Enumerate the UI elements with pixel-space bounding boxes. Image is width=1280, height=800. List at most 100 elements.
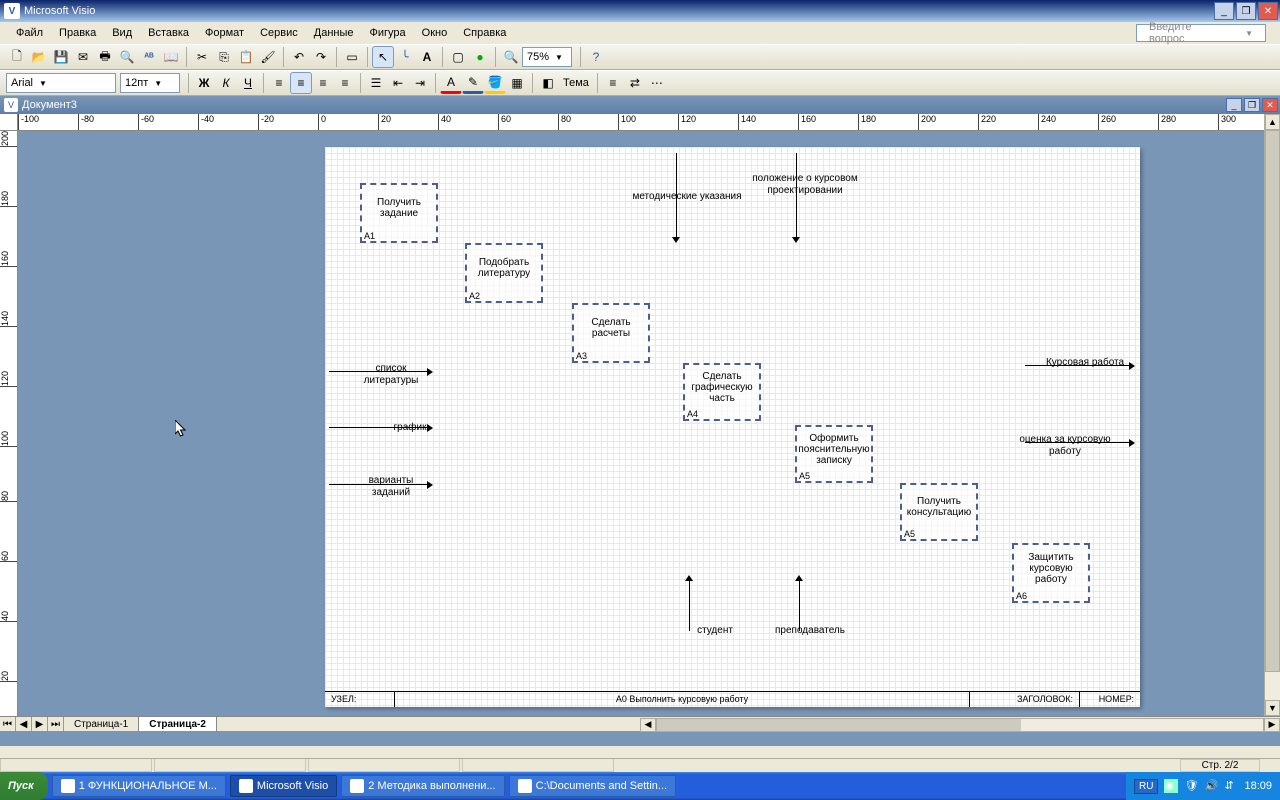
idef-activity-box[interactable]: Получить консультациюA5 <box>900 483 978 541</box>
doc-restore-button[interactable]: ❐ <box>1244 98 1260 112</box>
scroll-up-icon[interactable]: ▲ <box>1265 114 1280 130</box>
ask-question-box[interactable]: Введите вопрос ▼ <box>1136 24 1266 42</box>
idef-activity-box[interactable]: Подобрать литературуA2 <box>465 243 543 303</box>
doc-min-button[interactable]: _ <box>1226 98 1242 112</box>
horizontal-scrollbar[interactable]: ◀ ▶ <box>640 717 1280 732</box>
save-icon[interactable]: 💾 <box>50 46 72 68</box>
page-tab[interactable]: Страница-2 <box>139 717 217 731</box>
menu-window[interactable]: Окно <box>414 25 456 41</box>
taskbar-item[interactable]: C:\Documents and Settin... <box>509 775 676 797</box>
tab-prev-icon[interactable]: ◀ <box>16 717 32 731</box>
rectangle-icon[interactable]: ▢ <box>447 46 469 68</box>
fontsize-combo[interactable]: 12пт▼ <box>120 73 180 93</box>
language-indicator[interactable]: RU <box>1134 779 1158 794</box>
clock[interactable]: 18:09 <box>1244 780 1272 792</box>
hscroll-thumb[interactable] <box>657 719 1021 731</box>
shapes-icon[interactable]: ▭ <box>341 46 363 68</box>
start-button[interactable]: Пуск <box>0 772 48 800</box>
menu-help[interactable]: Справка <box>455 25 514 41</box>
close-button[interactable]: ✕ <box>1258 2 1278 20</box>
justify-icon[interactable]: ≡ <box>334 72 356 94</box>
outdent-icon[interactable]: ⇤ <box>387 72 409 94</box>
paste-icon[interactable]: 📋 <box>235 46 257 68</box>
cut-icon[interactable]: ✂ <box>191 46 213 68</box>
taskbar-item[interactable]: 2 Методика выполнени... <box>341 775 504 797</box>
print-icon[interactable]: 🖶 <box>94 46 116 68</box>
drawing-page[interactable]: УЗЕЛ: А0 Выполнить курсовую работу ЗАГОЛ… <box>325 147 1140 707</box>
text-tool-icon[interactable]: A <box>416 46 438 68</box>
mail-icon[interactable]: ✉ <box>72 46 94 68</box>
undo-icon[interactable]: ↶ <box>288 46 310 68</box>
scroll-down-icon[interactable]: ▼ <box>1265 700 1280 716</box>
font-combo[interactable]: Arial▼ <box>6 73 116 93</box>
doc-close-button[interactable]: ✕ <box>1262 98 1278 112</box>
line-end-icon[interactable]: ⇄ <box>624 72 646 94</box>
tray-volume-icon[interactable]: 🔊 <box>1204 779 1218 793</box>
align-center-icon[interactable]: ≡ <box>290 72 312 94</box>
format-painter-icon[interactable]: 🖌 <box>257 46 279 68</box>
zoom-icon[interactable]: 🔍 <box>500 46 522 68</box>
maximize-button[interactable]: ❐ <box>1236 2 1256 20</box>
arrow-head-icon <box>1129 362 1135 370</box>
minimize-button[interactable]: _ <box>1214 2 1234 20</box>
fill-color-icon[interactable]: 🪣 <box>484 72 506 94</box>
taskbar-item[interactable]: 1 ФУНКЦИОНАЛЬНОЕ М... <box>52 775 226 797</box>
bold-icon[interactable]: Ж <box>193 72 215 94</box>
align-left-icon[interactable]: ≡ <box>268 72 290 94</box>
align-right-icon[interactable]: ≡ <box>312 72 334 94</box>
help-icon[interactable]: ? <box>585 46 607 68</box>
tab-next-icon[interactable]: ▶ <box>32 717 48 731</box>
pointer-icon[interactable]: ↖ <box>372 46 394 68</box>
line-color-icon[interactable]: ✎ <box>462 72 484 94</box>
canvas[interactable]: -100-80-60-40-20020406080100120140160180… <box>0 114 1264 716</box>
menu-view[interactable]: Вид <box>104 25 140 41</box>
open-icon[interactable]: 📂 <box>28 46 50 68</box>
scroll-thumb[interactable] <box>1265 130 1280 672</box>
preview-icon[interactable]: 🔍 <box>116 46 138 68</box>
tab-last-icon[interactable]: ⏭ <box>48 717 64 731</box>
line-pattern-icon[interactable]: ⋯ <box>646 72 668 94</box>
shadow-icon[interactable]: ▦ <box>506 72 528 94</box>
menu-edit[interactable]: Правка <box>51 25 104 41</box>
research-icon[interactable]: 📖 <box>160 46 182 68</box>
tab-first-icon[interactable]: ⏮ <box>0 717 16 731</box>
taskbar-item[interactable]: Microsoft Visio <box>230 775 337 797</box>
tray-network-icon[interactable]: ◉ <box>1164 779 1178 793</box>
menu-file[interactable]: Файл <box>8 25 51 41</box>
menu-tools[interactable]: Сервис <box>252 25 306 41</box>
menu-shape[interactable]: Фигура <box>362 25 414 41</box>
tray-usb-icon[interactable]: ⇵ <box>1224 779 1238 793</box>
page-tab[interactable]: Страница-1 <box>64 717 139 731</box>
line-style-icon[interactable]: ≡ <box>602 72 624 94</box>
redo-icon[interactable]: ↷ <box>310 46 332 68</box>
idef-activity-box[interactable]: Сделать расчетыA3 <box>572 303 650 363</box>
idef-activity-box[interactable]: Защитить курсовую работуA6 <box>1012 543 1090 603</box>
underline-icon[interactable]: Ч <box>237 72 259 94</box>
document-area: V Документ3 _ ❐ ✕ -100-80-60-40-20020406… <box>0 96 1280 746</box>
italic-icon[interactable]: К <box>215 72 237 94</box>
scroll-left-icon[interactable]: ◀ <box>640 718 656 732</box>
theme-icon[interactable]: ◧ <box>537 72 559 94</box>
zoom-combo[interactable]: 75%▼ <box>522 47 572 67</box>
bullets-icon[interactable]: ☰ <box>365 72 387 94</box>
spell-icon[interactable]: ᴬᴮ <box>138 46 160 68</box>
connector-icon[interactable]: ╰ <box>394 46 416 68</box>
theme-label[interactable]: Тема <box>559 77 593 89</box>
vertical-scrollbar[interactable]: ▲ ▼ <box>1264 114 1280 716</box>
menu-insert[interactable]: Вставка <box>140 25 197 41</box>
indent-icon[interactable]: ⇥ <box>409 72 431 94</box>
zoom-value: 75% <box>527 51 549 63</box>
idef-activity-box[interactable]: Получить заданиеA1 <box>360 183 438 243</box>
resize-grip-icon[interactable] <box>1260 759 1280 772</box>
idef-activity-box[interactable]: Сделать графическую частьA4 <box>683 363 761 421</box>
menu-format[interactable]: Формат <box>197 25 252 41</box>
menu-data[interactable]: Данные <box>306 25 362 41</box>
idef-activity-box[interactable]: Оформить пояснительную запискуA5 <box>795 425 873 483</box>
copy-icon[interactable]: ⎘ <box>213 46 235 68</box>
connection-icon[interactable]: ● <box>469 46 491 68</box>
new-icon[interactable]: 🗋 <box>6 46 28 68</box>
page-viewport[interactable]: УЗЕЛ: А0 Выполнить курсовую работу ЗАГОЛ… <box>18 131 1264 716</box>
scroll-right-icon[interactable]: ▶ <box>1264 718 1280 732</box>
tray-shield-icon[interactable]: 🛡 <box>1184 779 1198 793</box>
font-color-icon[interactable]: A <box>440 72 462 94</box>
